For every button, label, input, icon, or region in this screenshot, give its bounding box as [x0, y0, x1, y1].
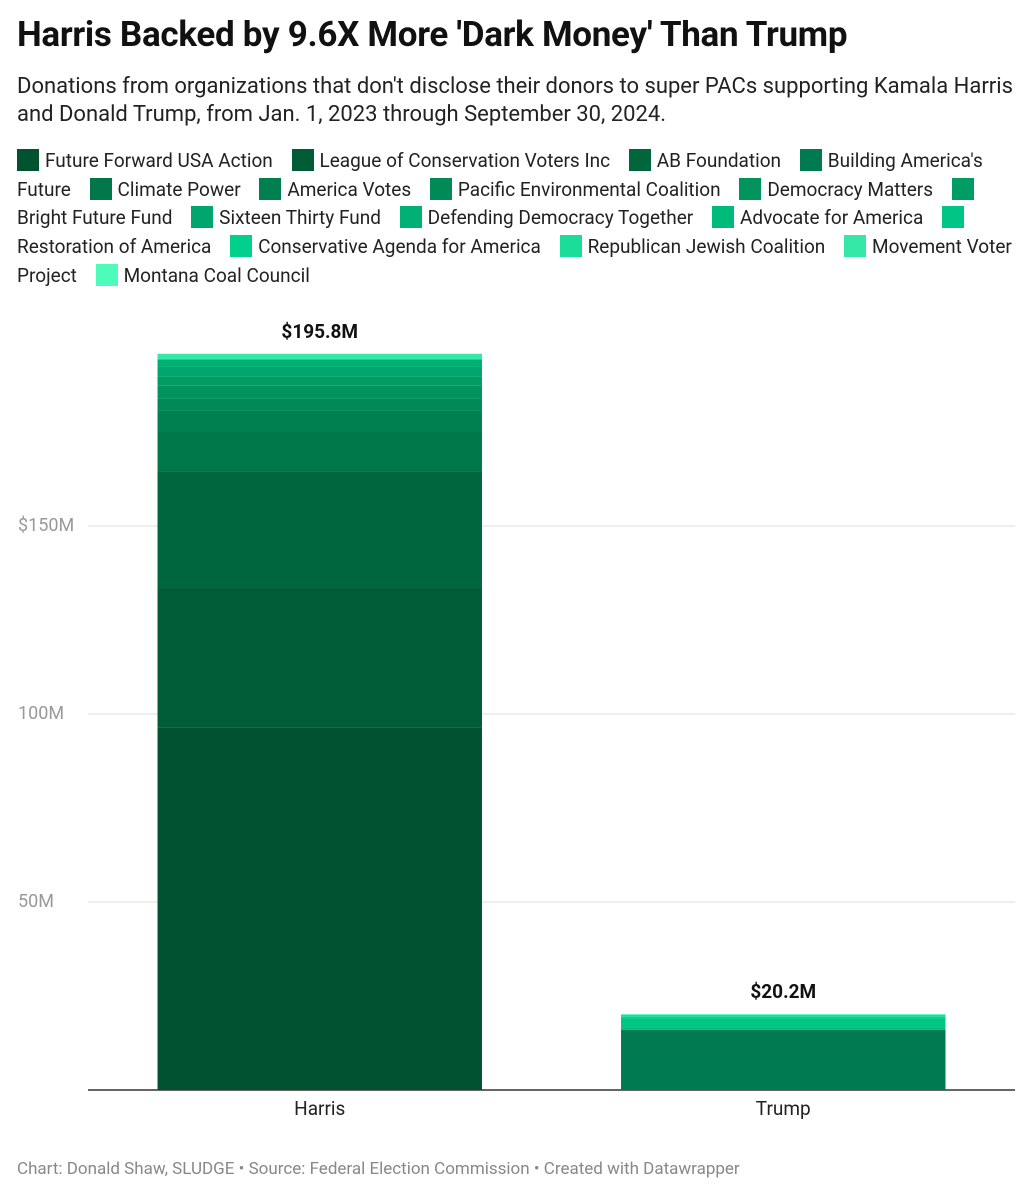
bar-segment — [621, 1016, 946, 1019]
legend-label: Future Forward USA Action — [45, 149, 273, 172]
legend-item: Bright Future Fund — [17, 177, 980, 230]
total-label: $20.2M — [750, 980, 816, 1003]
bar-segment — [157, 432, 482, 472]
bar-segment — [621, 1027, 946, 1030]
legend-label: AB Foundation — [656, 149, 782, 172]
legend-swatch — [230, 235, 253, 258]
legend-item: Republican Jewish Coalition — [559, 235, 826, 259]
legend-item: Future Forward USA Action — [17, 149, 273, 172]
legend-item: Restoration of America — [17, 206, 970, 258]
bar-segment — [157, 398, 482, 411]
legend-item: Movement Voter Project — [17, 235, 1012, 287]
legend-label: Conservative Agenda for America — [258, 235, 541, 259]
legend-swatch — [711, 206, 734, 229]
chart-subtitle: Donations from organizations that don't … — [17, 74, 1013, 127]
legend-swatch — [951, 177, 974, 200]
legend-label: Building America's Future — [17, 149, 983, 201]
legend-label: America Votes — [287, 177, 412, 201]
bar-segment — [157, 471, 482, 589]
bar-segment — [157, 353, 482, 360]
legend-item: League of Conservation Voters Inc — [291, 149, 611, 172]
bar-segment — [157, 385, 482, 399]
bar-segment — [157, 376, 482, 386]
legend-swatch — [942, 206, 965, 229]
legend-item: Building America's Future — [17, 149, 983, 201]
legend-label: Republican Jewish Coalition — [587, 235, 826, 259]
legend-label: Democracy Matters — [767, 177, 934, 201]
total-label: $195.8M — [281, 320, 358, 343]
footer: Chart: Donald Shaw, SLUDGE • Source: Fed… — [17, 1159, 740, 1179]
y-tick-label: 100M — [18, 703, 64, 724]
legend-swatch — [429, 177, 452, 200]
legend-swatch — [799, 149, 822, 171]
legend-item: Climate Power — [89, 177, 241, 201]
x-tick-label: Harris — [294, 1097, 345, 1120]
legend-label: Restoration of America — [17, 235, 212, 259]
bar-segment — [621, 1018, 946, 1028]
legend-label: Bright Future Fund — [17, 206, 173, 230]
legend-swatch — [559, 235, 582, 258]
legend-item: America Votes — [259, 177, 412, 201]
legend-label: Advocate for America — [739, 206, 924, 230]
y-tick-label: $150M — [18, 515, 74, 536]
x-tick-label: Trump — [756, 1097, 811, 1120]
chart-title: Harris Backed by 9.6X More 'Dark Money' … — [17, 14, 848, 55]
legend-label: Pacific Environmental Coalition — [457, 177, 721, 201]
legend-swatch — [89, 177, 112, 200]
legend-item: Advocate for America — [711, 206, 924, 230]
bar-segment — [157, 588, 482, 728]
legend-swatch — [844, 235, 866, 258]
legend-item: Pacific Environmental Coalition — [429, 177, 721, 201]
legend-swatch — [739, 177, 762, 200]
legend-label: Defending Democracy Together — [427, 206, 694, 230]
legend-swatch — [628, 149, 651, 171]
legend-swatch — [17, 149, 39, 171]
legend-item: Democracy Matters — [739, 177, 934, 201]
legend: Future Forward USA Action League of Cons… — [17, 147, 1017, 291]
legend-item: Montana Coal Council — [95, 263, 310, 287]
legend-item: Conservative Agenda for America — [230, 235, 541, 258]
legend-label: League of Conservation Voters Inc — [319, 149, 611, 172]
bar-segment — [157, 410, 482, 432]
legend-item: AB Foundation — [628, 149, 782, 172]
bar-segment — [621, 1014, 946, 1017]
legend-swatch — [191, 206, 214, 229]
y-tick-label: 50M — [18, 891, 54, 912]
legend-swatch — [95, 263, 118, 286]
legend-label: Climate Power — [117, 177, 241, 201]
legend-label: Montana Coal Council — [123, 263, 310, 287]
bar-segment — [621, 1014, 946, 1015]
legend-item: Sixteen Thirty Fund — [191, 206, 381, 229]
legend-swatch — [291, 149, 314, 171]
bar-segment — [621, 1029, 946, 1090]
legend-swatch — [259, 177, 282, 200]
bar-segment — [157, 359, 482, 367]
legend-label: Sixteen Thirty Fund — [219, 206, 381, 230]
legend-label: Movement Voter Project — [17, 235, 1012, 287]
bar-segment — [157, 366, 482, 377]
bar-segment — [157, 727, 482, 1090]
legend-swatch — [399, 206, 422, 229]
legend-item: Defending Democracy Together — [399, 206, 694, 230]
